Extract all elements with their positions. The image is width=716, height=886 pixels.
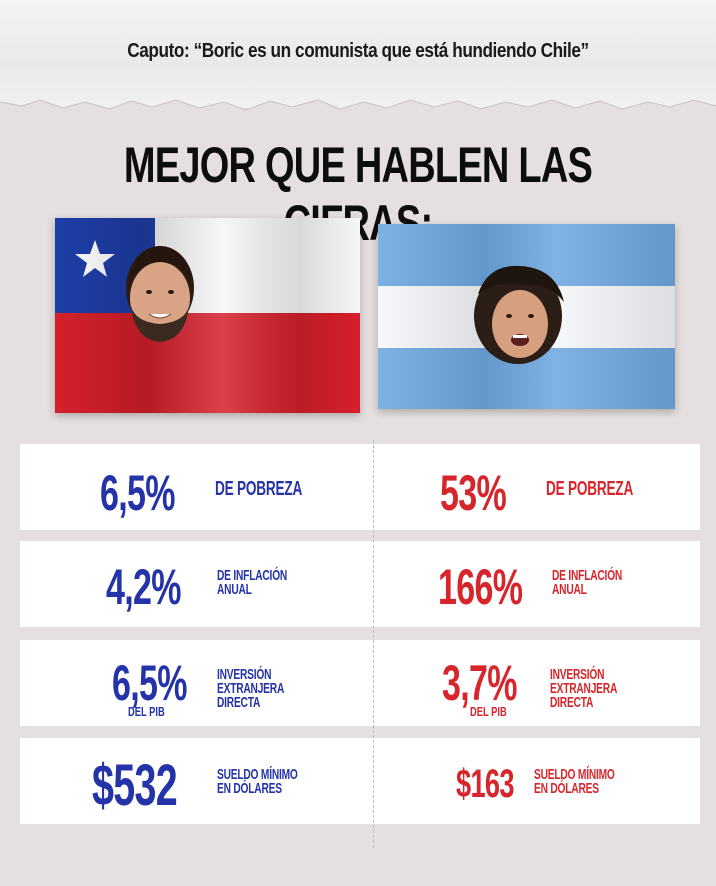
argentina-inflation-label: DE INFLACIÓN ANUAL [552, 567, 623, 598]
argentina-inflation-stat: 166% DE INFLACIÓN ANUAL [374, 541, 700, 627]
chile-investment-sub: DEL PIB [128, 704, 165, 719]
chile-wage-label: SUELDO MÍNIMO EN DÓLARES [217, 766, 298, 797]
chile-poverty-label: DE POBREZA [215, 478, 303, 500]
chile-investment-label: INVERSIÓN EXTRANJERA DIRECTA [217, 666, 285, 711]
page-title: MEJOR QUE HABLEN LAS CIFRAS: [123, 137, 593, 251]
chile-inflation-label: DE INFLACIÓN ANUAL [217, 567, 288, 598]
stats-row-investment: 6,5% INVERSIÓN EXTRANJERA DIRECTA DEL PI… [20, 640, 700, 726]
chile-wage-stat: $532 SUELDO MÍNIMO EN DÓLARES [20, 738, 373, 824]
caputo-quote: Caputo: “Boric es un comunista que está … [127, 40, 589, 62]
top-banner [0, 0, 716, 108]
chile-inflation-value: 4,2% [106, 559, 181, 615]
stats-row-inflation: 4,2% DE INFLACIÓN ANUAL 166% DE INFLACIÓ… [20, 541, 700, 627]
chile-investment-value: 6,5% [112, 655, 187, 711]
argentina-wage-label: SUELDO MÍNIMO EN DÓLARES [534, 766, 615, 797]
argentina-investment-label: INVERSIÓN EXTRANJERA DIRECTA [550, 666, 618, 711]
milei-portrait-icon [474, 265, 564, 364]
argentina-wage-stat: $163 SUELDO MÍNIMO EN DÓLARES [374, 738, 700, 824]
chile-flag-icon [55, 218, 360, 413]
argentina-investment-stat: 3,7% INVERSIÓN EXTRANJERA DIRECTA DEL PI… [374, 640, 700, 726]
stats-row-poverty: 6,5% DE POBREZA 53% DE POBREZA [20, 444, 700, 530]
argentina-poverty-value: 53% [440, 465, 507, 521]
chile-inflation-stat: 4,2% DE INFLACIÓN ANUAL [20, 541, 373, 627]
chile-poverty-stat: 6,5% DE POBREZA [20, 444, 373, 530]
chile-investment-stat: 6,5% INVERSIÓN EXTRANJERA DIRECTA DEL PI… [20, 640, 373, 726]
torn-paper-edge [0, 99, 716, 128]
argentina-inflation-value: 166% [438, 559, 523, 615]
stats-row-wage: $532 SUELDO MÍNIMO EN DÓLARES $163 SUELD… [20, 738, 700, 824]
argentina-wage-value: $163 [456, 762, 514, 806]
argentina-poverty-stat: 53% DE POBREZA [374, 444, 700, 530]
argentina-investment-value: 3,7% [442, 655, 517, 711]
argentina-investment-sub: DEL PIB [470, 704, 507, 719]
argentina-flag-icon [378, 224, 675, 409]
boric-portrait-icon [126, 246, 194, 342]
chile-wage-value: $532 [92, 753, 178, 818]
argentina-poverty-label: DE POBREZA [546, 478, 634, 500]
chile-poverty-value: 6,5% [100, 465, 175, 521]
column-divider [373, 440, 374, 848]
